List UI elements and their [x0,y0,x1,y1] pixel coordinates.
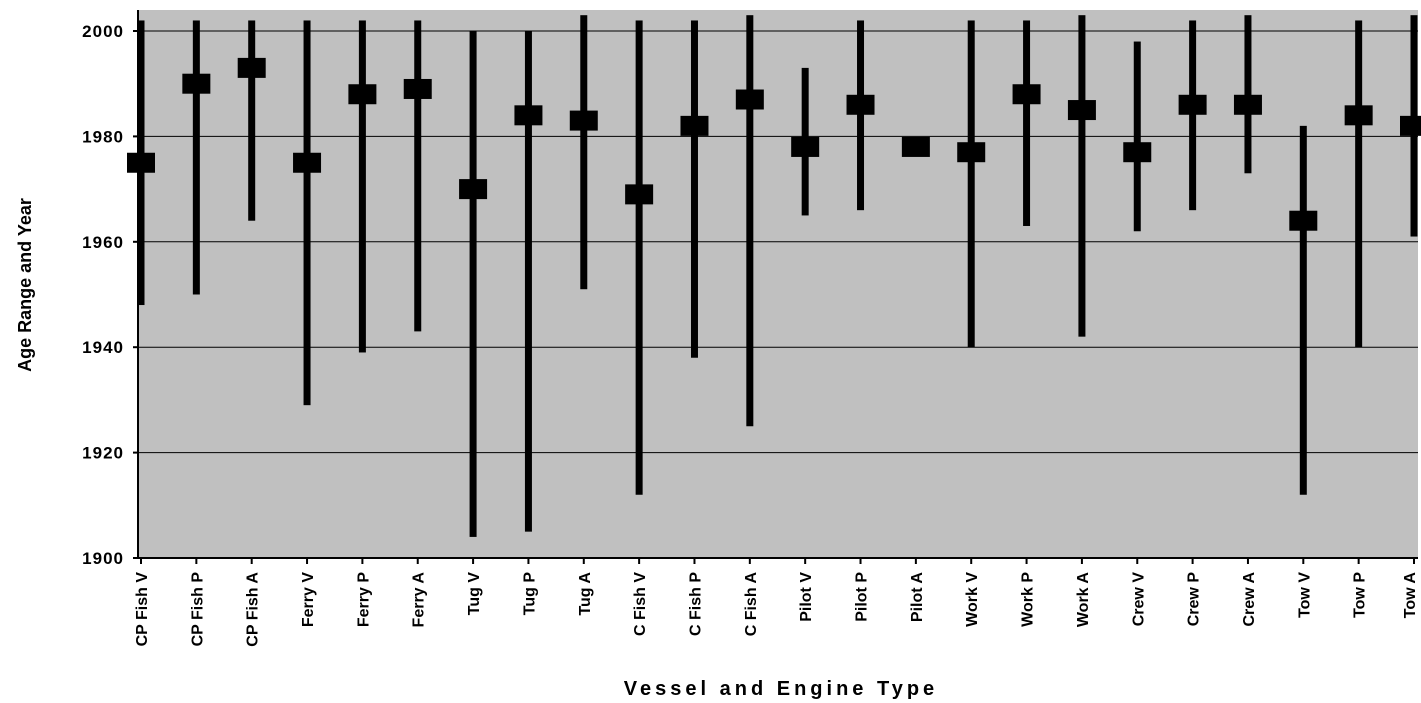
x-tick-label: Crew V [1130,572,1147,627]
range-bar [1189,20,1197,211]
mean-marker [625,184,654,205]
x-tick-label: Pilot V [798,572,815,622]
x-tick-label: Tow A [1402,572,1419,619]
range-bar [1244,15,1252,174]
mean-marker [293,152,322,173]
x-tick-label: C Fish P [687,572,704,636]
x-tick-label: Work V [964,572,981,627]
gridlines [138,30,1418,454]
x-tick-label: C Fish A [743,572,760,637]
mean-marker [182,73,211,94]
x-tick-label: CP Fish V [134,572,151,647]
range-bar [303,20,311,406]
mean-marker [1400,115,1421,136]
range-bar [857,20,865,211]
mean-marker [1012,84,1041,105]
range-bar [1299,125,1307,495]
plot-area [138,10,1418,558]
mean-marker [403,78,432,99]
x-tick-label: Tug A [577,572,594,616]
axes [137,10,1418,559]
x-tick-labels: CP Fish V CP Fish P CP Fish A Ferry V Ferry … [134,558,1419,647]
x-tick-label: Work A [1075,572,1092,628]
mean-marker [735,89,764,110]
x-tick-label: CP Fish P [189,572,206,647]
mean-marker [1233,94,1262,115]
range-bar [192,20,200,295]
mean-marker [459,179,488,200]
mean-marker [680,115,709,136]
mean-marker [1067,100,1096,121]
mean-marker [1289,210,1318,231]
y-tick-label: 2000 [82,22,124,41]
range-bar [690,20,698,358]
y-tick-label: 1920 [82,444,124,463]
x-tick-label: Pilot A [909,572,926,623]
x-tick-label: Ferry V [300,572,317,627]
mean-marker [1178,94,1207,115]
x-tick-label: Crew P [1186,572,1203,627]
x-tick-label: Crew A [1241,572,1258,627]
range-bar [967,20,975,348]
x-tick-label: C Fish V [632,572,649,636]
y-axis-title: Age Range and Year [15,198,35,372]
mean-marker [957,142,986,163]
x-tick-label: Tug P [521,572,538,616]
y-tick-label: 1940 [82,338,124,357]
x-tick-label: Tug V [466,572,483,616]
mean-marker [901,136,930,157]
x-axis-title: Vessel and Engine Type [624,678,938,700]
range-bar [746,15,754,427]
range-bar [248,20,256,221]
mean-marker [127,152,155,173]
range-bar [469,31,477,537]
mean-marker [569,110,598,131]
mean-marker [1344,105,1373,126]
x-tick-label: CP Fish A [245,572,262,647]
y-tick-label: 1960 [82,233,124,252]
mean-marker [348,84,377,105]
mean-marker [237,57,266,78]
x-tick-label: Ferry P [355,572,372,627]
y-tick-label: 1980 [82,127,124,146]
x-tick-label: Work P [1020,572,1037,627]
x-tick-label: Ferry A [411,572,428,628]
range-bar [1023,20,1031,226]
x-tick-label: Pilot P [854,572,871,622]
range-bar [1078,15,1086,337]
x-tick-label: Tow P [1352,572,1369,618]
mean-marker [791,136,820,157]
y-tick-label: 1900 [82,549,124,568]
range-bar [1133,41,1141,232]
x-tick-label: Tow V [1296,572,1313,618]
mean-marker [514,105,543,126]
range-bar [414,20,422,332]
range-bar [1355,20,1363,348]
range-bar [358,20,366,353]
mean-marker [846,94,875,115]
y-tick-labels: 1900 1920 1940 1960 1980 2000 [82,22,138,568]
mean-marker [1123,142,1152,163]
range-bar [524,31,532,532]
data-marks [127,15,1421,537]
range-bar [635,20,643,495]
range-bar [580,15,588,290]
